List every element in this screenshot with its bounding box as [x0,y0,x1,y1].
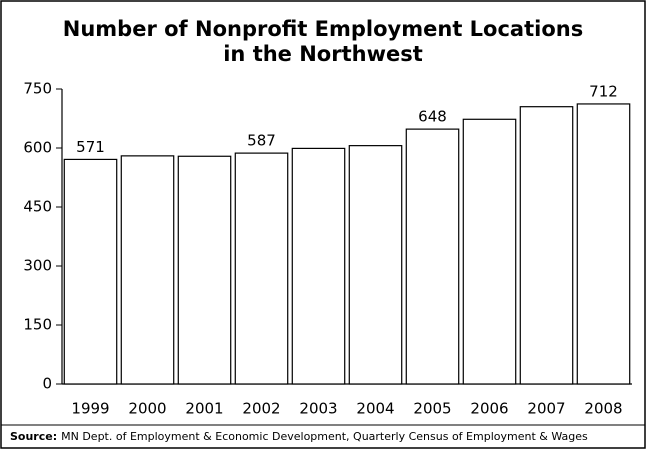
x-tick-label: 2001 [185,400,223,418]
data-label: 648 [418,108,447,126]
bar [519,106,574,385]
y-tick-label: 300 [23,257,52,275]
bar [234,152,289,385]
y-tick-label: 750 [23,80,52,98]
source-text: MN Dept. of Employment & Economic Develo… [61,430,588,443]
source-label: Source: [10,430,57,443]
bar [405,128,460,385]
x-tick-label: 2003 [299,400,337,418]
bar [177,155,232,385]
chart-title: in the Northwest [223,42,423,66]
x-tick-label: 2005 [413,400,451,418]
x-tick-label: 2006 [470,400,508,418]
y-tick-label: 0 [42,375,52,393]
y-tick-label: 450 [23,198,52,216]
x-tick-label: 2008 [584,400,622,418]
data-label: 587 [247,132,276,150]
y-tick-label: 150 [23,316,52,334]
x-tick-label: 2007 [527,400,565,418]
y-tick-label: 600 [23,139,52,157]
bar [120,155,175,385]
data-label: 571 [76,138,105,156]
x-tick-label: 2000 [128,400,166,418]
bar [462,118,517,385]
source: Source: MN Dept. of Employment & Economic… [10,430,588,443]
bar [63,158,118,385]
x-tick-label: 2002 [242,400,280,418]
chart-title: Number of Nonprofit Employment Locations [63,17,583,41]
x-tick-label: 2004 [356,400,394,418]
data-label: 712 [589,82,618,100]
x-tick-label: 1999 [71,400,109,418]
bar [348,145,403,385]
bar [576,103,631,385]
bar [291,147,346,385]
